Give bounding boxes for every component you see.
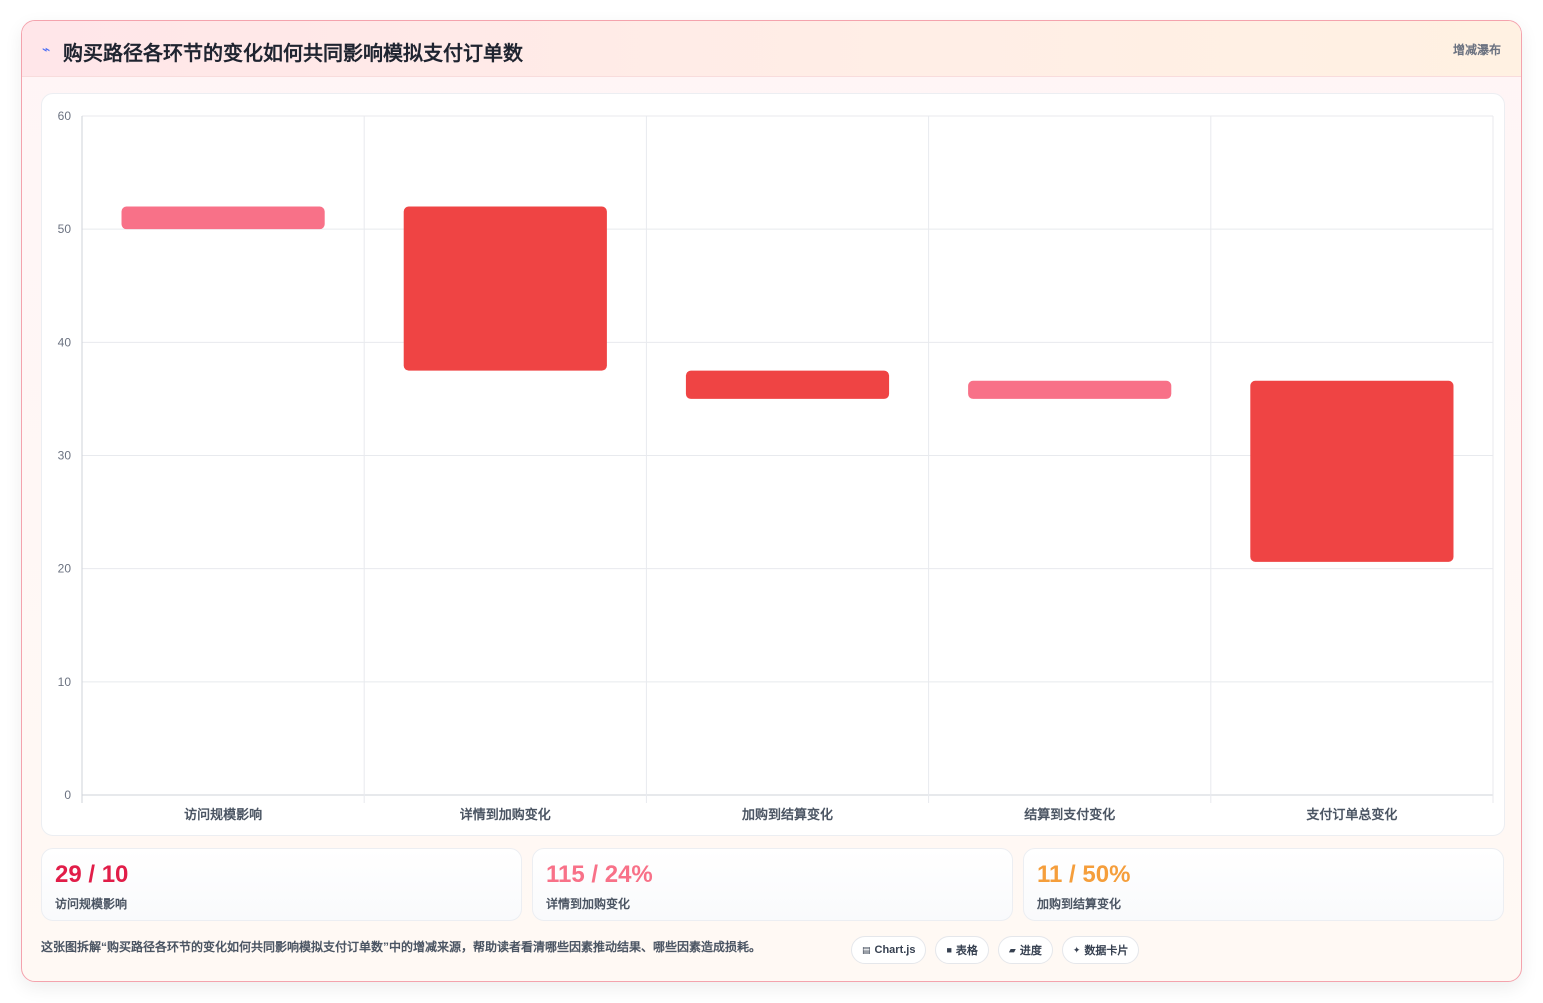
progress-icon: ▰ [1008, 944, 1016, 955]
y-tick-label: 50 [58, 222, 72, 236]
x-tick-label: 加购到结算变化 [741, 807, 833, 822]
waterfall-bar [968, 380, 1172, 399]
waterfall-bar [403, 206, 607, 371]
chart-title: 购买路径各环节的变化如何共同影响模拟支付订单数 [63, 43, 523, 65]
x-tick-label: 结算到支付变化 [1024, 807, 1115, 822]
stat-label: 详情到加购变化 [546, 897, 631, 911]
tech-pills: ▤ Chart.js ■ 表格 ▰ 进度 ✦ 数据卡片 [851, 936, 1140, 964]
stat-card-3: 11 / 50% 加购到结算变化 [1023, 848, 1504, 921]
stat-value: 11 / 50% [1037, 861, 1131, 888]
stat-label: 访问规模影响 [55, 897, 128, 911]
y-tick-label: 20 [58, 562, 72, 576]
y-tick-label: 10 [58, 675, 72, 689]
stat-cards: 29 / 10 访问规模影响 115 / 24% 详情到加购变化 11 / 50… [41, 848, 1505, 921]
pill-label: 表格 [955, 945, 978, 957]
stat-value: 115 / 24% [546, 861, 653, 888]
y-tick-label: 40 [58, 335, 72, 349]
waterfall-bar [121, 206, 325, 230]
stat-label: 加购到结算变化 [1037, 897, 1122, 911]
chart-icon: ▤ [862, 944, 871, 955]
pill-progress[interactable]: ▰ 进度 [997, 936, 1053, 964]
pill-chartjs[interactable]: ▤ Chart.js [851, 936, 927, 964]
chart-type-tag: 增减瀑布 [1452, 43, 1501, 57]
y-tick-label: 0 [64, 788, 71, 802]
pill-label: 数据卡片 [1084, 945, 1129, 957]
stat-card-1: 29 / 10 访问规模影响 [41, 848, 522, 921]
y-tick-label: 30 [58, 449, 72, 463]
stat-card-2: 115 / 24% 详情到加购变化 [532, 848, 1013, 921]
chart-panel: 0 10 20 30 40 50 60 访问规模影响 详情到加购变化 加购到结算变化 结算到支付变化… [41, 93, 1505, 836]
waterfall-chart: 0 10 20 30 40 50 60 访问规模影响 详情到加购变化 加购到结算变化 结算到支付变化… [58, 109, 1494, 822]
waterfall-bar [1250, 380, 1454, 562]
table-icon: ■ [946, 945, 952, 955]
x-tick-label: 详情到加购变化 [460, 807, 551, 822]
waterfall-bar [685, 370, 890, 399]
x-tick-label: 支付订单总变化 [1305, 807, 1397, 822]
x-tick-label: 访问规模影响 [184, 807, 262, 822]
y-tick-label: 60 [58, 109, 72, 123]
pill-data-card[interactable]: ✦ 数据卡片 [1061, 936, 1140, 964]
pill-table[interactable]: ■ 表格 [935, 936, 989, 964]
pill-label: 进度 [1019, 945, 1042, 957]
pill-label: Chart.js [874, 944, 916, 956]
chart-description: 这张图拆解“购买路径各环节的变化如何共同影响模拟支付订单数”中的增减来源，帮助读… [41, 940, 762, 954]
trend-line-icon: ⌁ [42, 41, 51, 57]
chart-card: ⌁ 购买路径各环节的变化如何共同影响模拟支付订单数 增减瀑布 0 10 20 30 40… [21, 20, 1522, 982]
data-card-icon: ✦ [1072, 944, 1081, 955]
card-header: ⌁ 购买路径各环节的变化如何共同影响模拟支付订单数 增减瀑布 [22, 21, 1521, 77]
stat-value: 29 / 10 [55, 861, 129, 888]
